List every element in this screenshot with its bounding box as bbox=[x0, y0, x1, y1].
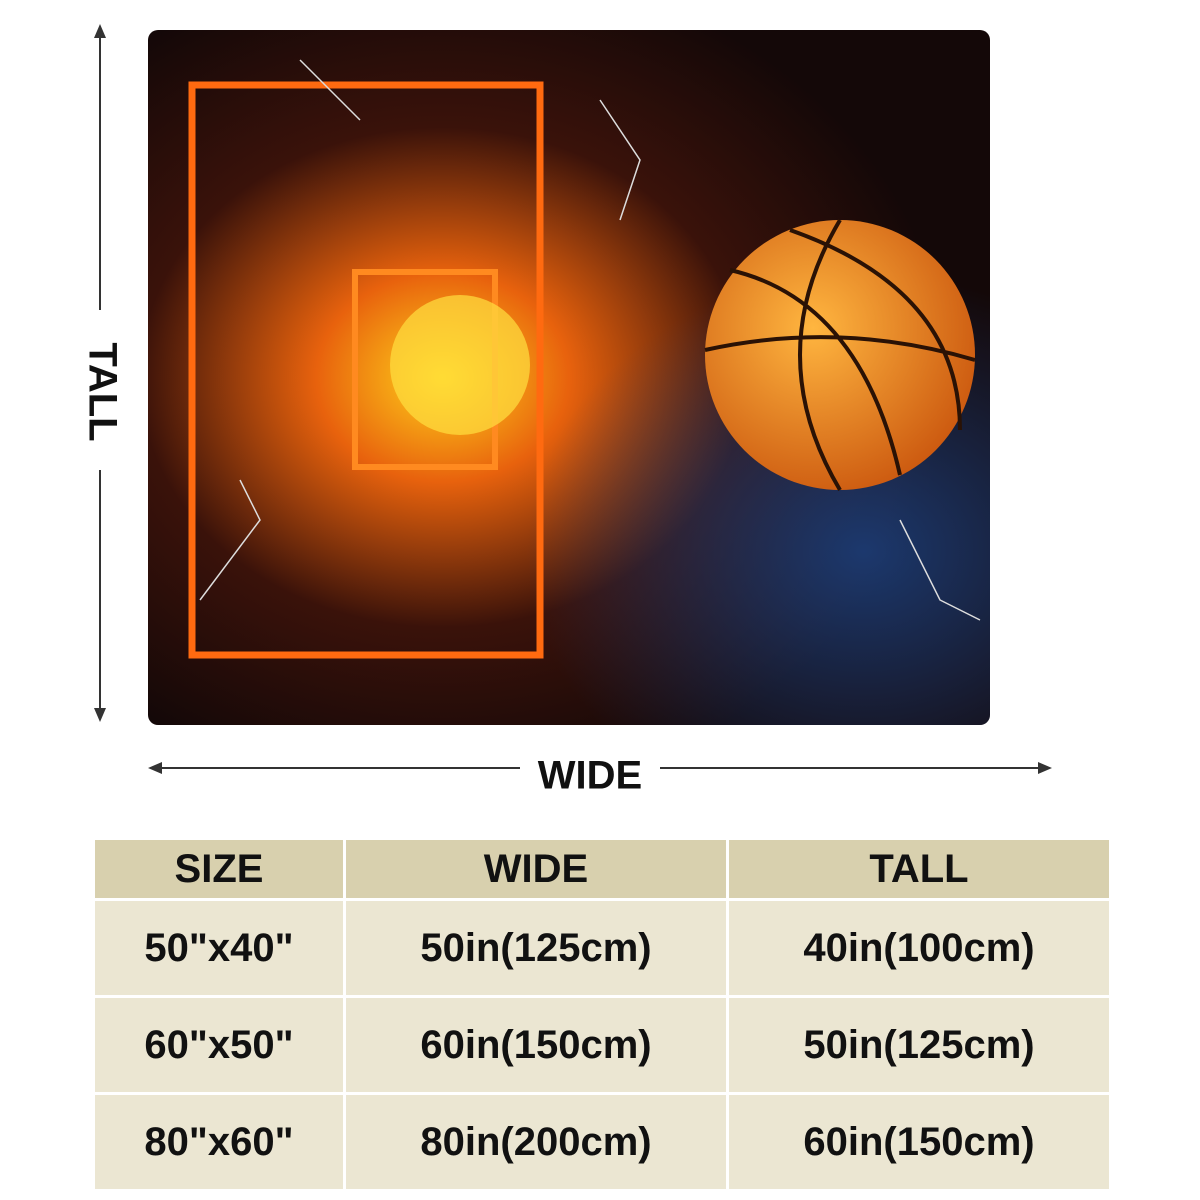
size-table: SIZE WIDE TALL 50"x40" 50in(125cm) 40in(100cm… bbox=[95, 840, 1109, 1190]
dimension-arrows bbox=[94, 24, 1052, 774]
header-cell: TALL bbox=[729, 840, 1109, 898]
header-cell: WIDE bbox=[346, 840, 726, 898]
table-cell: 60in(150cm) bbox=[729, 1095, 1109, 1189]
table-cell: 60in(150cm) bbox=[346, 998, 726, 1092]
blanket bbox=[148, 30, 990, 725]
wide-label: WIDE bbox=[538, 754, 642, 798]
table-cell: 60"x50" bbox=[95, 998, 343, 1092]
product-illustration: TALL WIDE bbox=[80, 24, 1052, 798]
table-cell: 50"x40" bbox=[95, 901, 343, 995]
table-cell: 40in(100cm) bbox=[729, 901, 1109, 995]
header-cell: SIZE bbox=[95, 840, 343, 898]
table-cell: 50in(125cm) bbox=[729, 998, 1109, 1092]
tall-label: TALL bbox=[80, 342, 124, 441]
table-cell: 80"x60" bbox=[95, 1095, 343, 1189]
table-cell: 80in(200cm) bbox=[346, 1095, 726, 1189]
table-cell: 50in(125cm) bbox=[346, 901, 726, 995]
